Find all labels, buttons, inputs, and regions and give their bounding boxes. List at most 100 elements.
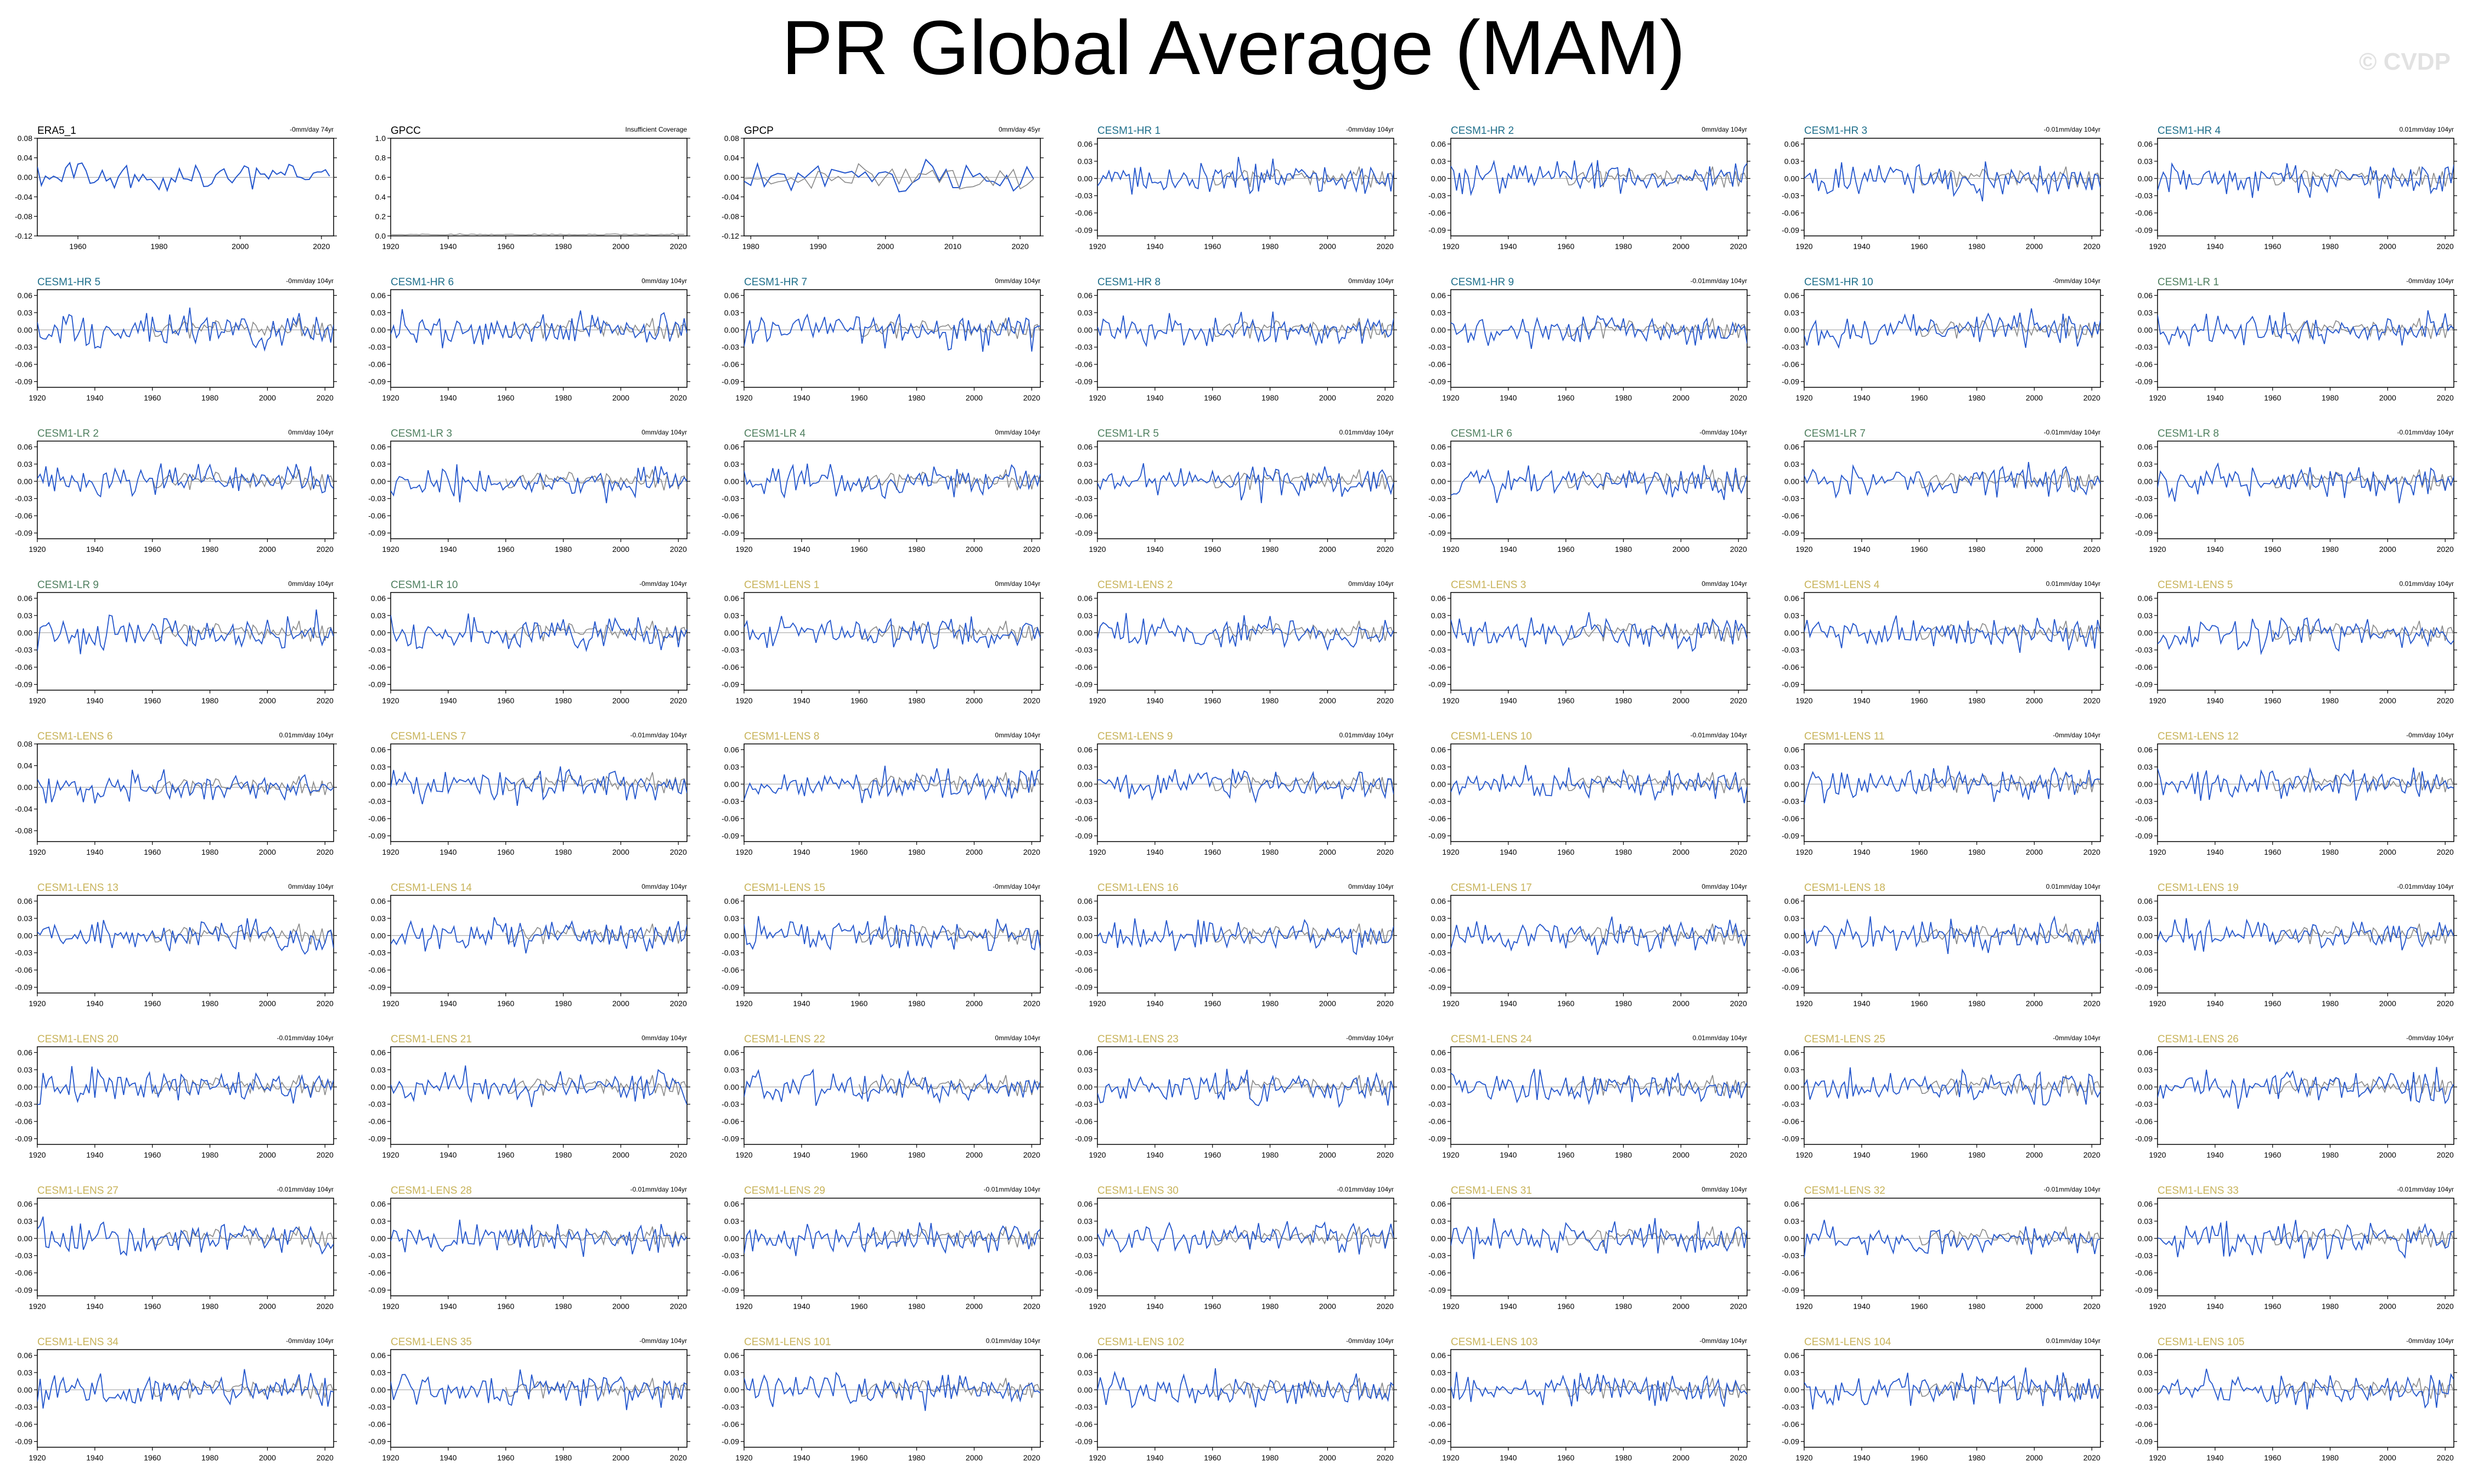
y-tick-label: -0.06 xyxy=(722,360,739,369)
x-tick-label: 1940 xyxy=(440,1453,457,1462)
panel-title: CESM1-LENS 34 xyxy=(37,1336,119,1348)
panel-title: CESM1-LENS 20 xyxy=(37,1034,119,1045)
panel-trend: 0mm/day 104yr xyxy=(288,428,334,436)
x-tick-label: 1960 xyxy=(851,999,868,1008)
x-tick-label: 2000 xyxy=(612,545,629,554)
x-tick-label: 1960 xyxy=(1204,1302,1221,1311)
x-tick-label: 1980 xyxy=(1968,1150,1985,1159)
plot-frame xyxy=(1804,441,2101,539)
y-tick-label: 0.03 xyxy=(18,611,32,620)
panel-title: CESM1-LR 8 xyxy=(2158,428,2219,439)
x-tick-label: 2000 xyxy=(612,848,629,856)
y-tick-label: -0.09 xyxy=(2135,1437,2153,1446)
x-tick-label: 1980 xyxy=(1261,545,1278,554)
reference-series-line xyxy=(858,923,1040,945)
y-tick-label: -0.06 xyxy=(2135,360,2153,369)
x-tick-label: 1980 xyxy=(1261,1150,1278,1159)
x-tick-label: 2020 xyxy=(670,242,687,251)
panel-trend: -0mm/day 104yr xyxy=(286,277,334,285)
x-tick-label: 1960 xyxy=(497,1453,514,1462)
y-tick-label: 0.2 xyxy=(375,212,386,221)
y-tick-label: 0.06 xyxy=(18,1351,32,1359)
panel: CESM1-HR 7 0mm/day 104yr 0.06 0.03 0.00 -0.03… xyxy=(722,277,1044,402)
y-tick-label: -0.03 xyxy=(2135,949,2153,957)
panel-trend: -0mm/day 104yr xyxy=(639,580,687,588)
model-series-line xyxy=(1451,612,1747,652)
y-tick-label: -0.03 xyxy=(1428,646,1446,654)
x-tick-label: 2020 xyxy=(317,848,334,856)
x-tick-label: 1980 xyxy=(201,1302,218,1311)
x-tick-label: 2020 xyxy=(317,696,334,705)
y-tick-label: 0.06 xyxy=(1784,139,1799,148)
y-tick-label: 0.03 xyxy=(1078,157,1092,166)
plot-frame xyxy=(1450,1198,1748,1296)
model-series-line xyxy=(37,463,334,498)
x-tick-label: 1960 xyxy=(1911,1453,1928,1462)
x-tick-label: 2000 xyxy=(966,999,983,1008)
x-tick-label: 1980 xyxy=(2322,242,2339,251)
y-tick-label: -0.03 xyxy=(1428,1100,1446,1109)
y-tick-label: -0.03 xyxy=(1075,646,1092,654)
panel-trend: -0mm/day 104yr xyxy=(2406,277,2454,285)
panel-title: CESM1-LENS 27 xyxy=(37,1185,119,1197)
x-tick-label: 1920 xyxy=(735,696,752,705)
y-tick-label: -0.06 xyxy=(722,511,739,520)
y-tick-label: 0.00 xyxy=(1078,931,1092,940)
y-tick-label: -0.03 xyxy=(1782,343,1799,352)
x-tick-label: 1960 xyxy=(1557,999,1574,1008)
x-tick-label: 1980 xyxy=(2322,1302,2339,1311)
y-tick-label: -0.08 xyxy=(15,826,32,835)
y-tick-label: -0.06 xyxy=(1428,511,1446,520)
y-tick-label: 0.06 xyxy=(2138,442,2153,451)
x-tick-label: 1980 xyxy=(1615,242,1632,251)
plot-frame xyxy=(1450,895,1748,994)
y-tick-label: -0.06 xyxy=(1075,814,1092,823)
panel-title: CESM1-HR 6 xyxy=(391,277,454,288)
panel-title: CESM1-HR 9 xyxy=(1451,277,1514,288)
y-tick-label: -0.06 xyxy=(368,1117,386,1126)
panel: CESM1-LENS 21 0mm/day 104yr 0.06 0.03 0.00 -0… xyxy=(368,1034,690,1159)
panel-title: CESM1-LR 3 xyxy=(391,428,452,439)
x-tick-label: 1980 xyxy=(201,696,218,705)
y-tick-label: -0.06 xyxy=(1428,663,1446,672)
x-tick-label: 2020 xyxy=(670,1302,687,1311)
y-tick-label: -0.03 xyxy=(1428,1403,1446,1412)
plot-frame xyxy=(1450,1349,1748,1448)
x-tick-label: 1960 xyxy=(2264,393,2281,402)
x-tick-label: 1980 xyxy=(1968,848,1985,856)
x-tick-label: 1980 xyxy=(555,1150,572,1159)
y-tick-label: 0.03 xyxy=(2138,1065,2153,1074)
y-tick-label: 0.0 xyxy=(375,232,386,240)
y-tick-label: 0.06 xyxy=(724,1048,739,1057)
x-tick-label: 1980 xyxy=(1615,848,1632,856)
y-tick-label: 0.03 xyxy=(2138,611,2153,620)
y-tick-label: -0.09 xyxy=(368,680,386,689)
y-tick-label: 0.00 xyxy=(724,477,739,486)
x-tick-label: 1920 xyxy=(382,545,399,554)
y-tick-label: 0.00 xyxy=(1078,1234,1092,1243)
x-tick-label: 1920 xyxy=(1089,1150,1106,1159)
x-tick-label: 1940 xyxy=(1500,1453,1517,1462)
x-tick-label: 1920 xyxy=(29,1302,46,1311)
x-tick-label: 1920 xyxy=(1089,1453,1106,1462)
panel-trend: -0mm/day 104yr xyxy=(993,883,1040,890)
y-tick-label: 0.00 xyxy=(2138,477,2153,486)
y-tick-label: 0.00 xyxy=(371,477,386,486)
x-tick-label: 2020 xyxy=(1730,1150,1747,1159)
x-tick-label: 1920 xyxy=(1089,848,1106,856)
x-tick-label: 1920 xyxy=(2149,999,2166,1008)
panel: GPCP 0mm/day 45yr 0.08 0.04 0.00 -0.04 -0.08 -0… xyxy=(722,125,1044,251)
y-tick-label: -0.09 xyxy=(1782,983,1799,992)
x-tick-label: 1920 xyxy=(1442,999,1459,1008)
x-tick-label: 1980 xyxy=(1261,848,1278,856)
panel-title: CESM1-HR 10 xyxy=(1804,277,1873,288)
x-tick-label: 1920 xyxy=(2149,848,2166,856)
y-tick-label: -0.09 xyxy=(15,377,32,386)
y-tick-label: -0.09 xyxy=(2135,377,2153,386)
y-tick-label: 0.06 xyxy=(371,442,386,451)
y-tick-label: -0.06 xyxy=(368,360,386,369)
panel-trend: 0mm/day 104yr xyxy=(995,428,1040,436)
panel-title: CESM1-LENS 23 xyxy=(1097,1034,1179,1045)
x-tick-label: 1920 xyxy=(29,696,46,705)
y-tick-label: -0.09 xyxy=(368,377,386,386)
